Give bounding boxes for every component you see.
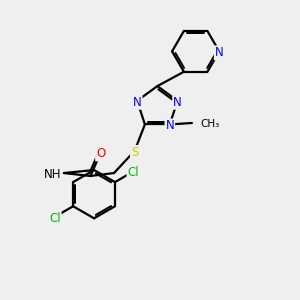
Text: S: S	[131, 146, 138, 159]
Text: CH₃: CH₃	[201, 119, 220, 129]
Text: Cl: Cl	[128, 167, 139, 179]
Text: NH: NH	[44, 168, 61, 181]
Text: N: N	[173, 96, 182, 109]
Text: N: N	[165, 119, 174, 133]
Text: N: N	[133, 96, 142, 109]
Text: Cl: Cl	[49, 212, 61, 225]
Text: O: O	[96, 147, 105, 161]
Text: N: N	[215, 46, 224, 59]
